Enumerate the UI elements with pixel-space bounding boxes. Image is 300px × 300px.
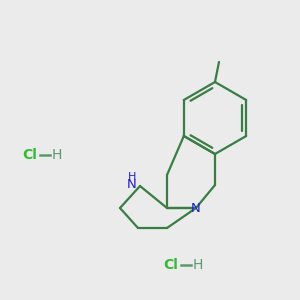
Text: Cl: Cl (163, 258, 178, 272)
Text: H: H (52, 148, 62, 162)
Text: N: N (127, 178, 137, 191)
Text: N: N (191, 202, 201, 214)
Text: H: H (128, 172, 136, 182)
Text: H: H (193, 258, 203, 272)
Text: Cl: Cl (22, 148, 37, 162)
